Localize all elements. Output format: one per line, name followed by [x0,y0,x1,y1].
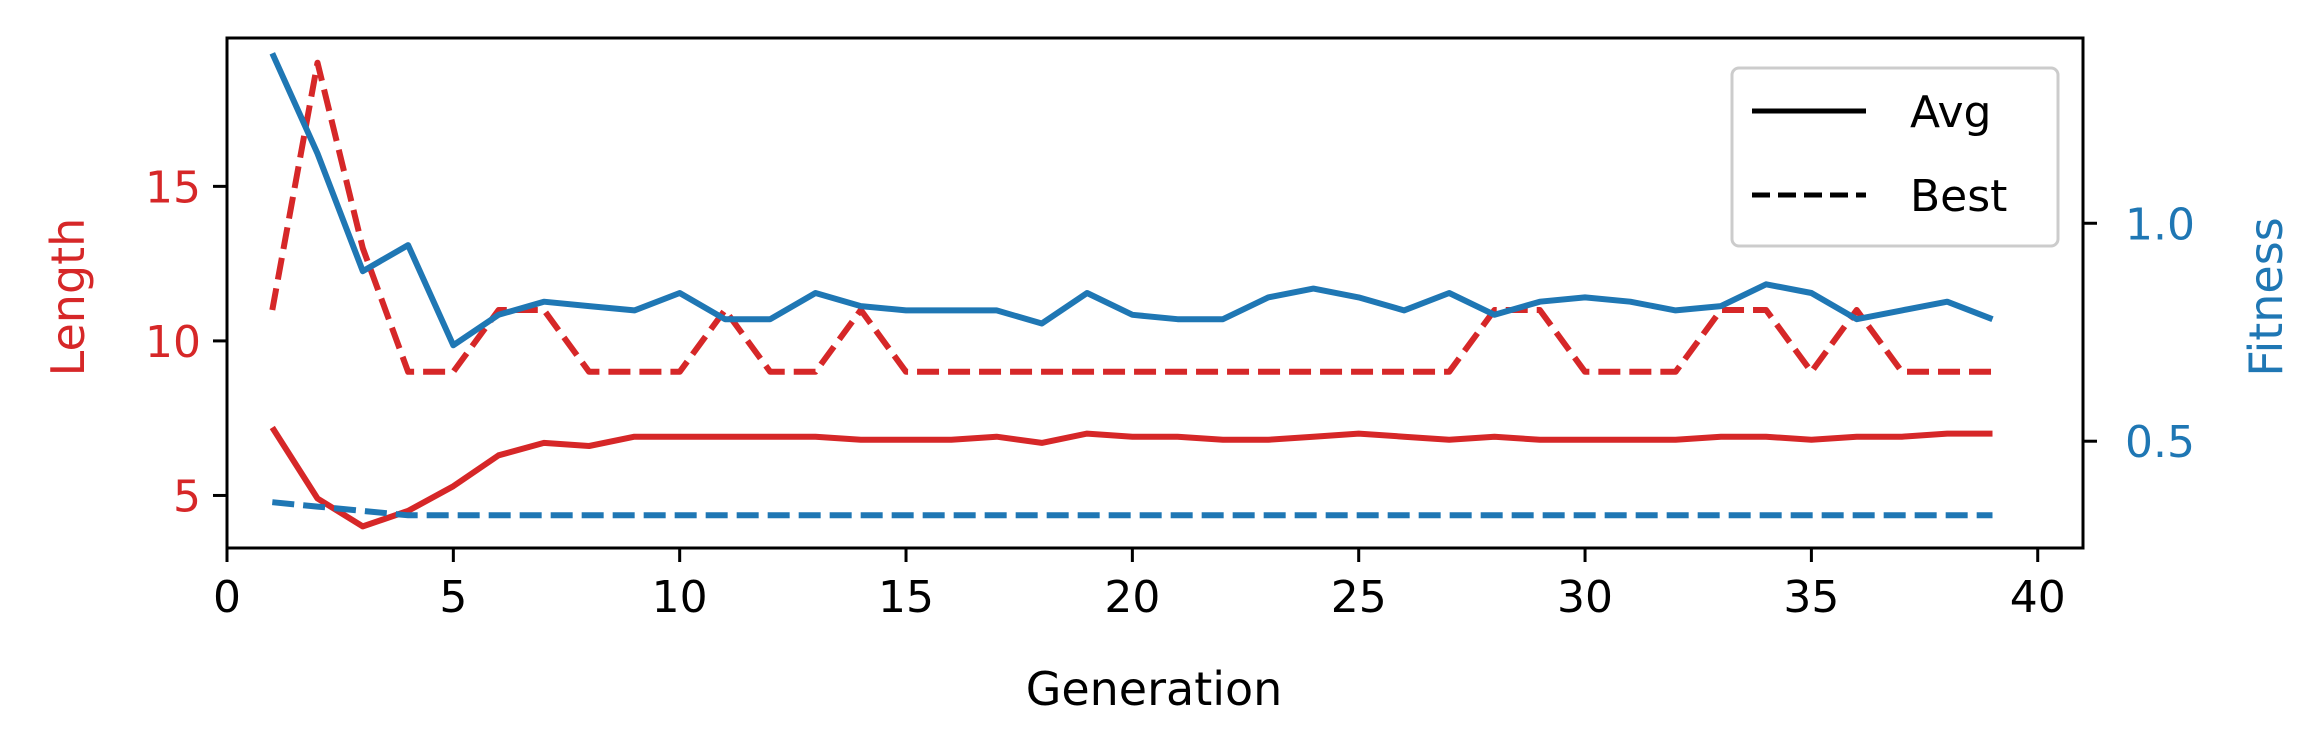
legend-frame [1730,66,2060,248]
series-length-avg-line [269,425,1993,530]
left-y-tick-label: 15 [145,162,201,213]
x-tick-label: 10 [652,572,708,623]
legend: Avg Best [1730,66,2060,248]
x-tick-label: 35 [1783,572,1839,623]
x-axis-title: Generation [1026,662,1283,716]
x-tick-label: 0 [213,572,241,623]
plot-frame [225,36,2085,550]
left-axis-title: Length [41,218,95,377]
left-y-tick-label: 10 [145,317,201,368]
x-tick-label: 5 [439,572,467,623]
right-axis-title: Fitness [2239,217,2293,376]
series-fitness-avg-line [269,52,1994,349]
left-y-tick-label: 5 [173,471,201,522]
series-layer [269,52,1994,530]
right-y-tick-label: 0.5 [2125,417,2195,468]
legend-best-label: Best [1910,171,2007,222]
x-tick-label: 40 [2010,572,2066,623]
x-tick-label: 20 [1104,572,1160,623]
series-length-best-line [269,59,1993,375]
x-tick-label: 30 [1557,572,1613,623]
right-y-tick-label: 1.0 [2125,199,2195,250]
series-fitness-best-line [272,499,1993,519]
x-tick-label: 25 [1331,572,1387,623]
legend-avg-label: Avg [1910,87,1992,138]
x-tick-label: 15 [878,572,934,623]
